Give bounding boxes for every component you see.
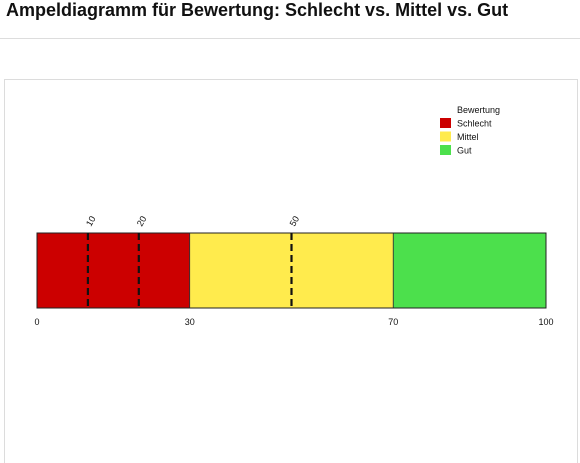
page-title: Ampeldiagramm für Bewertung: Schlecht vs… (6, 0, 509, 20)
legend: Bewertung Schlecht Mittel Gut (440, 105, 500, 156)
segment-schlecht (36, 232, 191, 309)
x-axis-ticks: 0 30 70 100 (34, 317, 553, 327)
segment-gut (392, 232, 547, 309)
legend-title: Bewertung (457, 105, 500, 115)
legend-swatch-mittel (440, 131, 451, 142)
legend-label-gut: Gut (457, 146, 472, 156)
legend-label-mittel: Mittel (457, 132, 479, 142)
title-divider (0, 38, 580, 39)
x-tick-label-100: 100 (538, 317, 553, 327)
legend-swatch-schlecht (440, 118, 451, 128)
x-tick-label-30: 30 (185, 317, 195, 327)
x-tick-label-0: 0 (34, 317, 39, 327)
legend-swatch-gut (440, 145, 451, 155)
x-tick-label-70: 70 (388, 317, 398, 327)
legend-label-schlecht: Schlecht (457, 119, 492, 129)
marker-label-10: 10 (84, 214, 98, 228)
chart-segments (36, 232, 547, 309)
marker-label-20: 20 (135, 214, 149, 228)
chart-markers: 10 20 50 (84, 214, 301, 308)
marker-label-50: 50 (288, 214, 302, 228)
